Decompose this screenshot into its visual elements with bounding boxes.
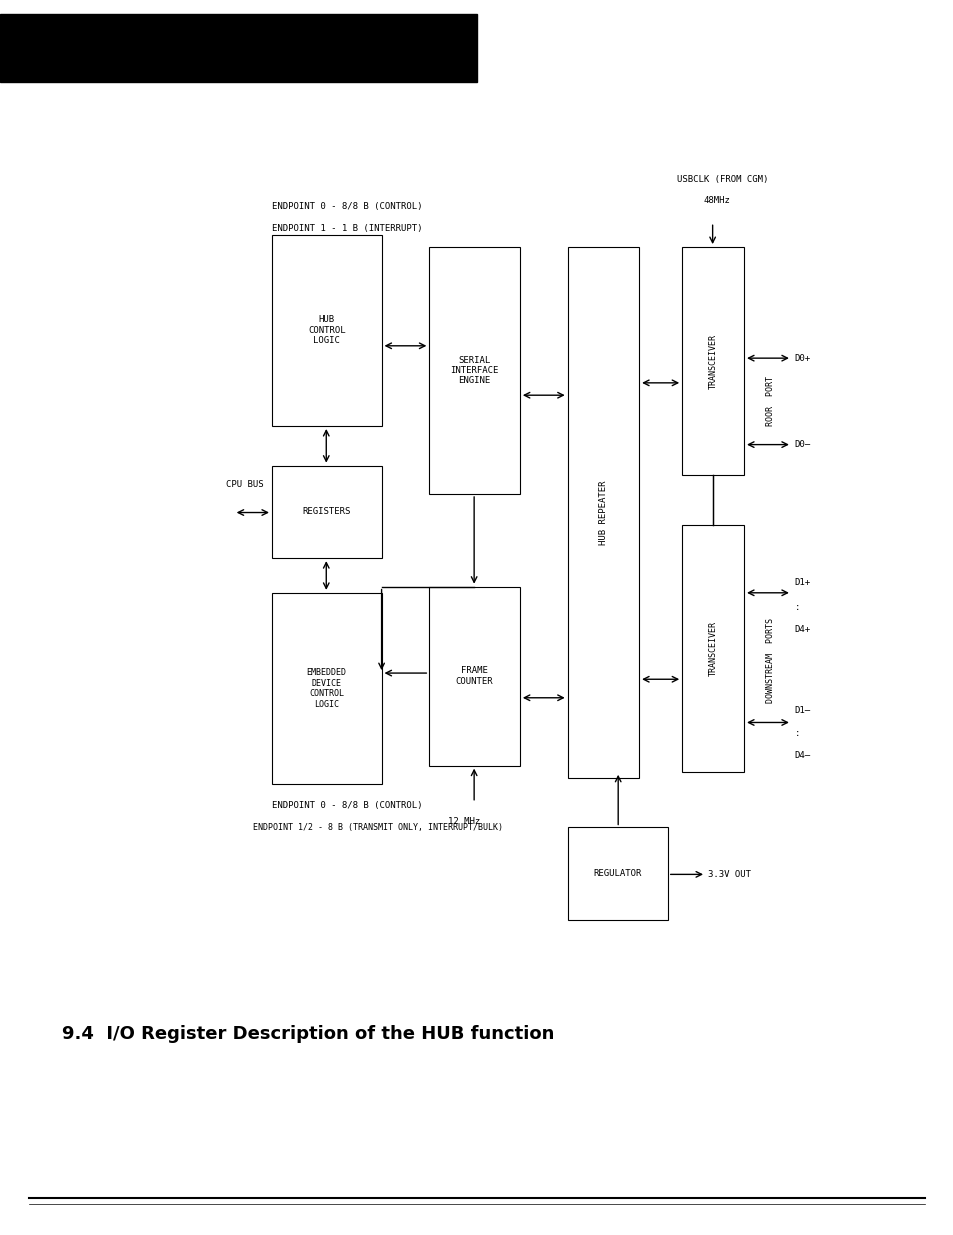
Text: :: :: [794, 729, 800, 739]
Bar: [272, 466, 381, 558]
Bar: [567, 247, 639, 778]
Text: CPU BUS: CPU BUS: [226, 479, 263, 489]
Text: 12 MHz: 12 MHz: [448, 816, 480, 826]
Text: D4–: D4–: [794, 751, 810, 761]
Text: D1–: D1–: [794, 705, 810, 715]
Text: HUB REPEATER: HUB REPEATER: [598, 480, 607, 545]
Bar: [429, 247, 519, 494]
Bar: [272, 593, 381, 784]
Text: TRANSCEIVER: TRANSCEIVER: [708, 621, 717, 676]
Text: ENDPOINT 0 - 8/8 B (CONTROL): ENDPOINT 0 - 8/8 B (CONTROL): [272, 201, 422, 211]
Bar: [0, 14, 476, 82]
Text: D0+: D0+: [794, 353, 810, 363]
Text: REGULATOR: REGULATOR: [593, 869, 641, 878]
Text: D4+: D4+: [794, 625, 810, 635]
Text: DOWNSTREAM  PORTS: DOWNSTREAM PORTS: [765, 619, 775, 703]
Text: 48MHz: 48MHz: [702, 195, 729, 205]
Text: D0–: D0–: [794, 440, 810, 450]
Text: ENDPOINT 0 - 8/8 B (CONTROL): ENDPOINT 0 - 8/8 B (CONTROL): [272, 800, 422, 810]
Text: REGISTERS: REGISTERS: [302, 508, 351, 516]
Bar: [272, 235, 381, 426]
Text: TRANSCEIVER: TRANSCEIVER: [708, 333, 717, 389]
Text: HUB
CONTROL
LOGIC: HUB CONTROL LOGIC: [308, 315, 345, 346]
Bar: [567, 827, 667, 920]
Text: 3.3V OUT: 3.3V OUT: [707, 869, 750, 879]
Bar: [681, 247, 743, 475]
Text: ENDPOINT 1 - 1 B (INTERRUPT): ENDPOINT 1 - 1 B (INTERRUPT): [272, 224, 422, 233]
Text: EMBEDDED
DEVICE
CONTROL
LOGIC: EMBEDDED DEVICE CONTROL LOGIC: [307, 668, 346, 709]
Text: :: :: [794, 603, 800, 613]
Text: SERIAL
INTERFACE
ENGINE: SERIAL INTERFACE ENGINE: [450, 356, 498, 385]
Text: FRAME
COUNTER: FRAME COUNTER: [456, 667, 493, 685]
Text: ENDPOINT 1/2 - 8 B (TRANSMIT ONLY, INTERRUPT/BULK): ENDPOINT 1/2 - 8 B (TRANSMIT ONLY, INTER…: [253, 823, 502, 832]
Bar: [681, 525, 743, 772]
Text: USBCLK (FROM CGM): USBCLK (FROM CGM): [677, 174, 768, 184]
Text: ROOR  PORT: ROOR PORT: [765, 377, 775, 426]
Text: 9.4  I/O Register Description of the HUB function: 9.4 I/O Register Description of the HUB …: [62, 1025, 554, 1042]
Bar: [429, 587, 519, 766]
Text: D1+: D1+: [794, 578, 810, 588]
